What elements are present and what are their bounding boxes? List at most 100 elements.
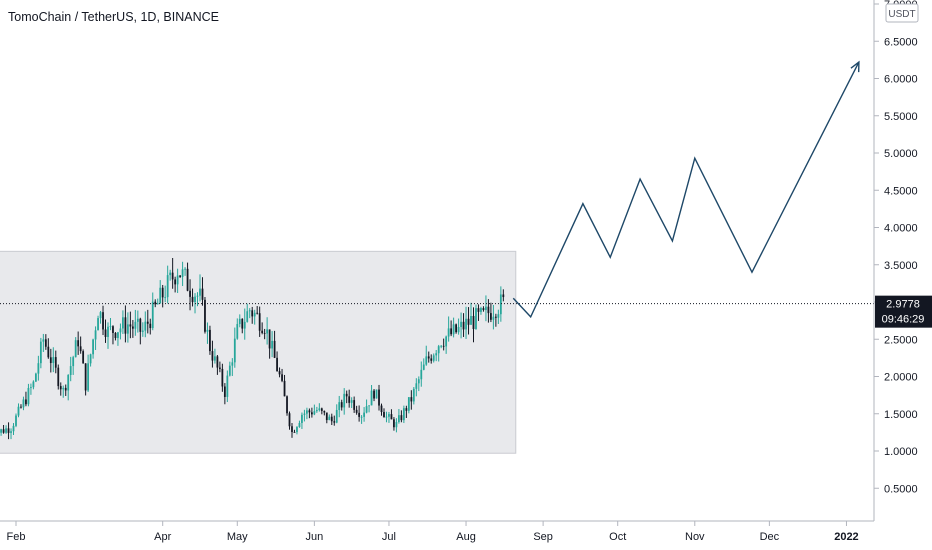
candle-body <box>502 294 505 298</box>
candle-body <box>112 326 114 333</box>
candle-body <box>268 329 271 349</box>
candle-body <box>47 346 50 358</box>
candle-body <box>57 367 60 387</box>
candle-body <box>211 351 214 361</box>
candle-body <box>191 296 194 303</box>
candle-body <box>34 373 37 382</box>
candle-body <box>422 364 425 370</box>
projection-arrowhead-icon <box>850 60 860 73</box>
candle-body <box>263 332 266 334</box>
candle-body <box>462 321 465 330</box>
last-price-tag <box>875 295 932 328</box>
candle-body <box>82 351 85 364</box>
x-axis[interactable]: Feb Apr May Jun Jul Aug Sep Oct Nov Dec 2022 <box>7 521 859 543</box>
candle-body <box>22 399 25 408</box>
candle-body <box>159 287 162 304</box>
candle-body <box>293 432 296 433</box>
x-tick-label: Jun <box>305 531 323 543</box>
candle-body <box>313 411 316 415</box>
candle-body <box>447 328 450 337</box>
candle-body <box>445 336 448 347</box>
candle-body <box>286 396 288 414</box>
x-tick-label: 2022 <box>834 531 858 543</box>
candle-body <box>412 388 415 402</box>
candle-body <box>378 389 380 406</box>
currency-badge[interactable] <box>885 3 919 23</box>
candle-body <box>296 427 298 433</box>
projection-path[interactable] <box>512 61 860 319</box>
candle-body <box>348 396 351 403</box>
candle-body <box>415 383 418 389</box>
candle-body <box>410 397 413 402</box>
candle-body <box>417 379 420 384</box>
candle-body <box>427 356 430 359</box>
candle-body <box>472 315 475 330</box>
candle-body <box>32 381 35 388</box>
candle-body <box>216 356 219 368</box>
candle-body <box>179 275 182 277</box>
candle-body <box>49 357 52 364</box>
candle-body <box>482 308 485 311</box>
candle-body <box>437 346 440 354</box>
candle-body <box>139 318 142 332</box>
candle-body <box>221 368 224 387</box>
candle-body <box>119 328 122 333</box>
candle-body <box>67 374 70 391</box>
y-tick-label: 1.5000 <box>884 409 918 421</box>
y-tick-label: 6.5000 <box>884 36 918 48</box>
candle-body <box>201 288 204 300</box>
candle-body <box>298 422 301 428</box>
candle-body <box>407 397 410 411</box>
candle-body <box>308 410 311 413</box>
candle-body <box>156 303 159 305</box>
candle-body <box>174 279 177 285</box>
candle-body <box>333 421 336 423</box>
candle-body <box>283 380 286 397</box>
candle-body <box>425 356 428 365</box>
y-tick-label: 1.0000 <box>884 446 918 458</box>
candle-body <box>64 387 67 391</box>
candle-body <box>315 410 318 412</box>
candle-body <box>129 324 132 327</box>
candle-body <box>166 275 169 298</box>
candle-body <box>261 330 264 333</box>
candle-body <box>206 329 209 332</box>
candle-body <box>7 428 10 433</box>
range-rectangle[interactable] <box>0 250 517 454</box>
candle-body <box>355 409 358 413</box>
candle-body <box>223 386 226 397</box>
candle-body <box>181 269 184 277</box>
x-tick-label: Oct <box>609 531 626 543</box>
candlestick-series <box>0 257 505 440</box>
candle-body <box>353 400 356 410</box>
candle-body <box>15 415 17 426</box>
candle-body <box>42 339 45 342</box>
candle-body <box>161 287 164 298</box>
candle-body <box>79 346 82 352</box>
candle-body <box>27 387 30 405</box>
candle-body <box>340 402 343 408</box>
candle-body <box>380 405 383 413</box>
candle-body <box>435 353 438 356</box>
candle-body <box>189 290 191 297</box>
candle-body <box>450 328 453 335</box>
candle-body <box>246 311 249 322</box>
candle-body <box>62 387 65 390</box>
candle-body <box>350 400 353 403</box>
candle-body <box>131 326 134 329</box>
candle-body <box>335 410 338 423</box>
candle-body <box>176 275 179 285</box>
candle-body <box>218 367 221 369</box>
candle-body <box>169 272 172 276</box>
x-tick-label: Dec <box>760 531 780 543</box>
candle-body <box>30 387 32 389</box>
y-tick-label: 0.5000 <box>884 483 918 495</box>
candle-body <box>149 323 152 329</box>
x-tick-label: Aug <box>456 531 476 543</box>
candle-body <box>258 313 261 331</box>
candle-body <box>388 414 390 417</box>
candle-body <box>442 345 445 347</box>
candle-body <box>477 308 480 312</box>
candle-body <box>124 317 127 334</box>
